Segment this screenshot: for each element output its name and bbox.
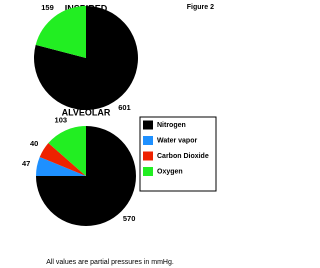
legend-label: Carbon Dioxide [157, 153, 209, 160]
chart: Figure 2 INSPIRED ALVEOLAR All values ar… [22, 3, 217, 266]
data-label: 103 [55, 115, 68, 124]
legend-swatch [143, 167, 153, 176]
pie-slice [36, 157, 86, 176]
data-label: 40 [30, 139, 38, 148]
legend-swatch [143, 120, 153, 130]
pie-slice [39, 143, 86, 176]
chart-title: ALVEOLAR [62, 107, 111, 117]
data-label: 47 [22, 159, 30, 168]
data-label: 570 [123, 214, 136, 223]
figure-label: Figure 2 [187, 4, 214, 11]
footnote: All values are partial pressures in mmHg… [46, 259, 174, 266]
legend-label: Oxygen [157, 168, 183, 175]
legend-swatch [143, 151, 153, 161]
data-label: 159 [41, 3, 54, 12]
data-label: 601 [118, 103, 131, 112]
legend-swatch [143, 136, 153, 145]
legend-label: Nitrogen [157, 122, 186, 129]
legend-label: Water vapor [157, 137, 197, 144]
pie-slice [35, 6, 86, 58]
pie-slice [48, 126, 86, 176]
